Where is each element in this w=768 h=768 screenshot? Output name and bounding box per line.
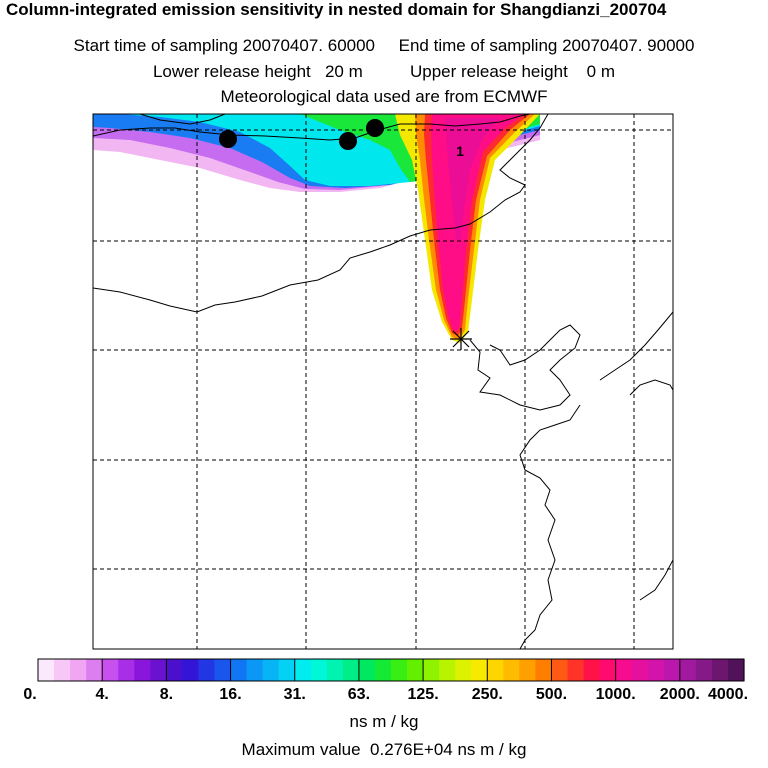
colorbar-swatch — [487, 659, 504, 681]
colorbar-tick-label: 250. — [471, 686, 503, 703]
colorbar-swatch — [695, 659, 713, 681]
trajectory-point — [339, 132, 357, 150]
colorbar-tick-label: 125. — [407, 686, 439, 703]
colorbar-swatch — [374, 659, 392, 681]
colorbar-swatch — [471, 659, 488, 681]
sampling-time-line: Start time of sampling 20070407. 60000 E… — [73, 36, 695, 55]
sensitivity-field — [93, 114, 540, 343]
colorbar-tick-label: 500. — [535, 686, 568, 703]
colorbar-swatch — [198, 659, 216, 681]
colorbar-tick-label: 1000. — [595, 686, 636, 703]
colorbar-swatch — [567, 659, 585, 681]
trajectory-point — [366, 119, 384, 137]
colorbar-tick-label: 16. — [219, 686, 242, 703]
colorbar-swatch — [358, 659, 376, 681]
colorbar-swatch — [118, 659, 135, 681]
map-gridlines — [93, 114, 673, 649]
colorbar-swatch — [439, 659, 456, 681]
coastline-island — [639, 559, 673, 601]
colorbar-swatch — [679, 659, 697, 681]
plume-core — [445, 118, 500, 240]
colorbar-tick-label: 4000. — [707, 686, 749, 703]
colorbar-unit-label: ns m / kg — [349, 712, 419, 731]
colorbar-swatch — [583, 659, 601, 681]
colorbar-swatch — [551, 659, 569, 681]
colorbar-tick-label: 2000. — [659, 686, 700, 703]
colorbar-swatch — [407, 659, 424, 681]
release-site-star — [450, 328, 472, 350]
colorbar-swatch — [246, 659, 264, 681]
colorbar-swatch — [727, 659, 745, 681]
maximum-value-label: Maximum value 0.276E+04 ns m / kg — [241, 740, 527, 759]
colorbar-swatch — [166, 659, 184, 681]
colorbar-swatch — [455, 659, 472, 681]
border-line-china-mongolia — [93, 114, 549, 313]
colorbar-swatch — [134, 659, 151, 681]
page-title: Column-integrated emission sensitivity i… — [6, 0, 667, 19]
colorbar-tick-label: 8. — [159, 686, 174, 703]
release-height-line: Lower release height 20 m Upper release … — [152, 62, 616, 81]
colorbar-swatch — [102, 659, 119, 681]
colorbar-swatch — [214, 659, 232, 681]
colorbar-swatch — [38, 659, 55, 681]
coastline-bohai — [469, 324, 581, 411]
colorbar-swatch — [230, 659, 248, 681]
colorbar-swatch — [599, 659, 617, 681]
colorbar-swatch — [519, 659, 537, 681]
colorbar-swatch — [423, 659, 440, 681]
border-line-north — [139, 114, 226, 125]
colorbar-tick-label: 31. — [283, 686, 306, 703]
coastline-east — [519, 404, 581, 649]
colorbar-swatch — [647, 659, 665, 681]
colorbar-tick-label: 0. — [23, 686, 37, 703]
colorbar-swatch — [310, 659, 328, 681]
coastline-korea-peninsula — [599, 311, 673, 396]
colorbar-swatch — [182, 659, 200, 681]
colorbar-swatch — [391, 659, 408, 681]
colorbar-swatch — [294, 659, 312, 681]
colorbar — [37, 658, 745, 682]
colorbar-tick-label: 63. — [347, 686, 371, 703]
colorbar-swatch — [663, 659, 681, 681]
colorbar-swatch — [278, 659, 296, 681]
colorbar-swatch — [631, 659, 649, 681]
colorbar-swatch — [70, 659, 87, 681]
colorbar-swatch — [326, 659, 344, 681]
coastlines-borders — [93, 114, 673, 649]
colorbar-swatch — [262, 659, 280, 681]
colorbar-swatch — [535, 659, 553, 681]
map-frame — [92, 113, 674, 650]
met-data-line: Meteorological data used are from ECMWF — [220, 87, 548, 106]
colorbar-swatch — [86, 659, 103, 681]
trajectory-point — [219, 130, 237, 148]
trajectory-markers — [219, 119, 384, 150]
colorbar-tick-label: 4. — [95, 686, 109, 703]
colorbar-swatch — [150, 659, 167, 681]
colorbar-swatch — [615, 659, 633, 681]
colorbar-frame — [37, 658, 745, 682]
colorbar-swatch — [54, 659, 71, 681]
contour-label: 1 — [456, 143, 464, 159]
colorbar-swatch — [503, 659, 520, 681]
colorbar-swatch — [342, 659, 360, 681]
colorbar-swatch — [711, 659, 729, 681]
